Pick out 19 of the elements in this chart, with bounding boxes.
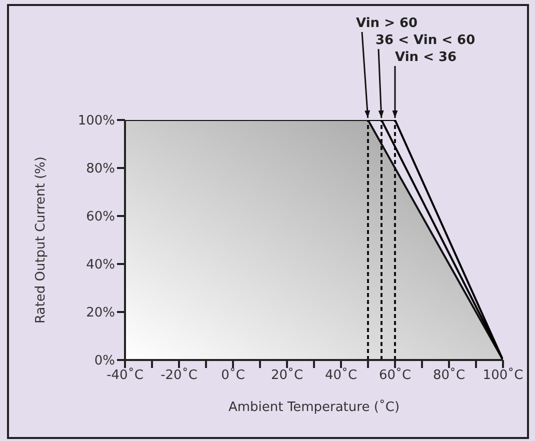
text: Vin < 36 bbox=[395, 50, 457, 65]
y-tick-label: 0% bbox=[94, 354, 115, 369]
y-tick-label: 80% bbox=[86, 162, 115, 177]
x-tick-label: 100˚C bbox=[482, 367, 524, 384]
x-axis-title: Ambient Temperature (˚C) bbox=[228, 399, 400, 415]
x-tick-label: 60˚C bbox=[378, 367, 412, 384]
y-tick-label: 40% bbox=[86, 258, 115, 273]
x-tick-label: 80˚C bbox=[432, 367, 466, 384]
x-tick-label: 20˚C bbox=[270, 367, 304, 384]
x-tick-label: -20˚C bbox=[160, 367, 198, 384]
y-tick-label: 60% bbox=[86, 210, 115, 225]
y-tick-label: 20% bbox=[86, 306, 115, 321]
text: 36 < Vin < 60 bbox=[376, 33, 476, 48]
y-axis-title: Rated Output Current (%) bbox=[34, 156, 49, 324]
y-tick-label: 100% bbox=[78, 114, 115, 129]
x-tick-label: -40˚C bbox=[106, 367, 144, 384]
text: Vin > 60 bbox=[356, 16, 418, 31]
x-tick-label: 40˚C bbox=[324, 367, 358, 384]
x-tick-label: 0˚C bbox=[221, 367, 245, 384]
